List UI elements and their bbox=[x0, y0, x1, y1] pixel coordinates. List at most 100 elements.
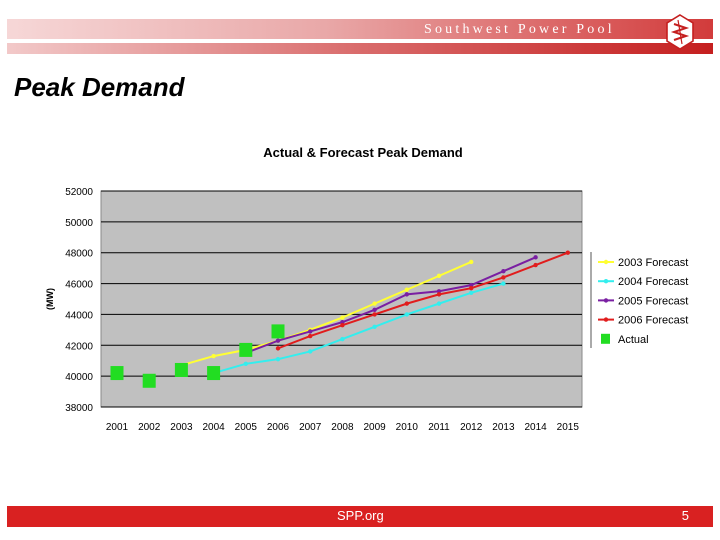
x-tick-label: 2014 bbox=[524, 422, 547, 433]
data-point bbox=[469, 259, 474, 265]
footer-site: SPP.org bbox=[337, 508, 384, 523]
y-tick-label: 42000 bbox=[65, 341, 93, 352]
data-point bbox=[436, 289, 442, 294]
data-point bbox=[340, 323, 345, 328]
data-point bbox=[501, 281, 506, 286]
series-layer bbox=[110, 250, 570, 388]
data-point bbox=[469, 286, 474, 291]
x-tick-label: 2015 bbox=[557, 422, 580, 433]
data-point bbox=[174, 362, 188, 377]
data-point bbox=[533, 262, 538, 268]
x-tick-label: 2002 bbox=[138, 422, 161, 433]
header-band bbox=[7, 19, 713, 39]
spp-logo-icon bbox=[666, 14, 694, 50]
x-tick-label: 2001 bbox=[106, 422, 129, 433]
legend-marker bbox=[603, 317, 609, 322]
legend-item: 2004 Forecast bbox=[598, 276, 688, 288]
data-point bbox=[275, 338, 281, 343]
data-point bbox=[340, 319, 345, 325]
peak-demand-chart: Actual & Forecast Peak Demand 38000 40000… bbox=[45, 145, 688, 433]
data-point bbox=[340, 336, 345, 342]
page-number: 5 bbox=[681, 508, 689, 523]
legend-marker bbox=[603, 298, 609, 303]
data-point bbox=[142, 373, 156, 388]
x-tick-label: 2007 bbox=[299, 422, 322, 433]
legend-marker bbox=[603, 279, 609, 284]
y-axis-ticks: 38000 40000 42000 44000 46000 48000 50000 52000 bbox=[65, 187, 93, 414]
data-point bbox=[404, 312, 409, 317]
data-point bbox=[404, 287, 409, 292]
data-point bbox=[372, 301, 377, 306]
data-point bbox=[404, 301, 409, 306]
y-tick-label: 50000 bbox=[65, 218, 93, 229]
brand-wordmark: Southwest Power Pool bbox=[424, 22, 615, 37]
y-tick-label: 44000 bbox=[65, 310, 93, 321]
plot-area bbox=[100, 190, 583, 408]
legend-item: 2006 Forecast bbox=[598, 315, 688, 327]
data-point bbox=[404, 292, 409, 297]
x-tick-label: 2010 bbox=[396, 422, 419, 433]
x-tick-label: 2011 bbox=[428, 422, 450, 433]
x-tick-label: 2006 bbox=[267, 422, 290, 433]
series-2006-forecast bbox=[275, 250, 570, 351]
footer-bar: SPP.org 5 bbox=[7, 506, 713, 527]
data-point bbox=[110, 366, 124, 381]
y-tick-label: 52000 bbox=[65, 187, 93, 198]
x-tick-label: 2004 bbox=[202, 422, 225, 433]
x-axis-ticks: 2001 2002 2003 2004 2005 2006 2007 2008 2009 2010… bbox=[106, 422, 579, 433]
series-line bbox=[213, 282, 504, 375]
data-point bbox=[436, 292, 442, 297]
x-tick-label: 2012 bbox=[460, 422, 483, 433]
data-point bbox=[275, 356, 281, 362]
data-point bbox=[243, 361, 248, 366]
y-tick-label: 40000 bbox=[65, 372, 93, 383]
data-point bbox=[308, 329, 313, 334]
header-rule bbox=[7, 43, 713, 54]
data-point bbox=[501, 269, 506, 274]
legend-label: 2003 Forecast bbox=[618, 257, 688, 269]
y-axis-label: (MW) bbox=[45, 288, 55, 310]
data-point bbox=[340, 315, 345, 320]
chart-title: Actual & Forecast Peak Demand bbox=[263, 145, 462, 160]
series-line bbox=[245, 256, 536, 354]
data-point bbox=[372, 324, 377, 329]
series-line bbox=[277, 251, 569, 350]
data-point bbox=[533, 255, 538, 260]
legend-label: 2004 Forecast bbox=[618, 276, 688, 288]
data-point bbox=[469, 282, 474, 288]
legend-marker bbox=[603, 259, 609, 265]
legend-label: 2006 Forecast bbox=[618, 315, 688, 327]
data-point bbox=[211, 353, 216, 359]
data-point bbox=[239, 342, 253, 357]
data-point bbox=[207, 366, 221, 381]
y-tick-label: 48000 bbox=[65, 249, 93, 260]
legend-swatch bbox=[601, 333, 610, 344]
legend: 2003 Forecast 2004 Forecast 2005 Forecast 2… bbox=[598, 257, 688, 346]
legend-item: 2005 Forecast bbox=[598, 295, 688, 307]
x-tick-label: 2003 bbox=[170, 422, 193, 433]
legend-item: 2003 Forecast bbox=[598, 257, 688, 269]
data-point bbox=[565, 250, 570, 255]
data-point bbox=[469, 290, 474, 296]
data-point bbox=[275, 346, 281, 351]
legend-label: 2005 Forecast bbox=[618, 295, 688, 307]
data-point bbox=[501, 275, 506, 280]
x-tick-label: 2009 bbox=[363, 422, 386, 433]
data-point bbox=[372, 307, 377, 312]
data-point bbox=[271, 324, 285, 339]
data-point bbox=[308, 333, 313, 339]
legend-label: Actual bbox=[618, 334, 649, 346]
series-actual bbox=[110, 324, 285, 388]
data-point bbox=[436, 301, 442, 306]
x-tick-label: 2008 bbox=[331, 422, 354, 433]
data-point bbox=[372, 312, 377, 317]
y-tick-label: 46000 bbox=[65, 280, 93, 291]
data-point bbox=[308, 349, 313, 354]
x-tick-label: 2005 bbox=[235, 422, 258, 433]
y-tick-label: 38000 bbox=[65, 403, 93, 414]
x-tick-label: 2013 bbox=[492, 422, 515, 433]
page-title: Peak Demand bbox=[14, 72, 185, 102]
data-point bbox=[436, 273, 442, 279]
series-line bbox=[181, 261, 472, 367]
legend-item: Actual bbox=[601, 333, 649, 346]
